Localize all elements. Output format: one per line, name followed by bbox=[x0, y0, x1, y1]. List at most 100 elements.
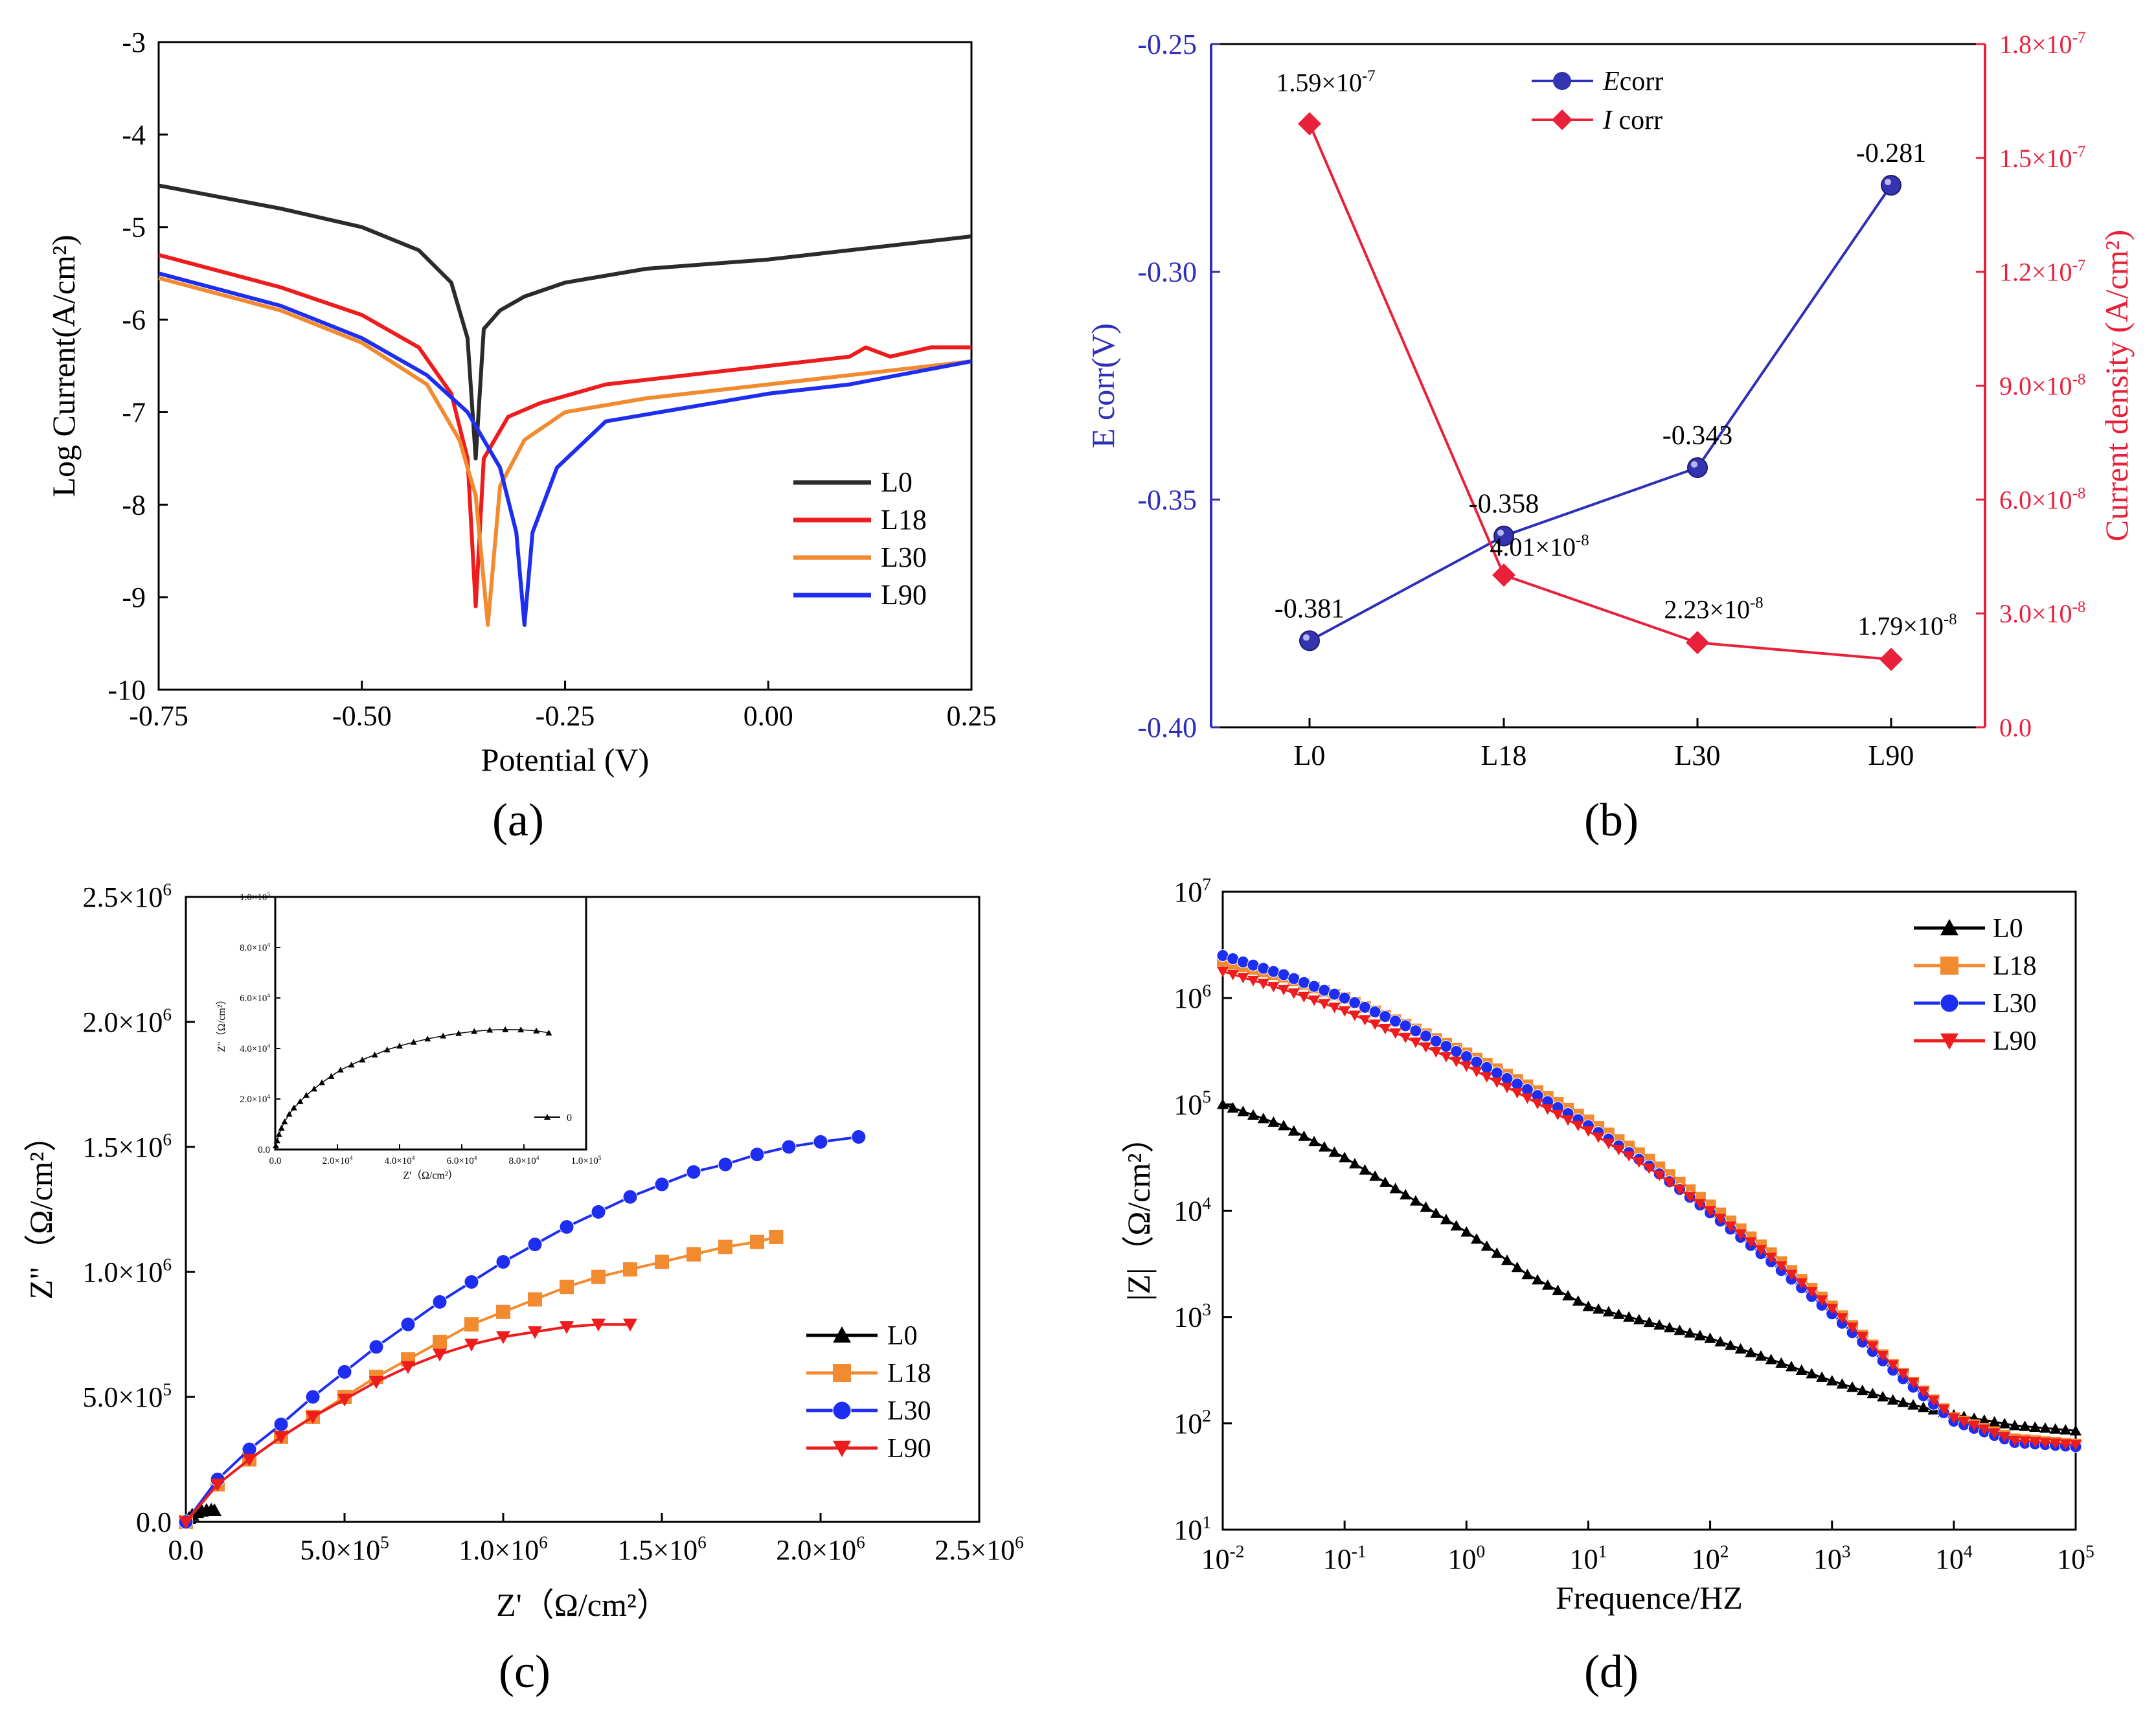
icorr-data-label: 1.59×10-7 bbox=[1276, 67, 1375, 97]
x-tick-label: L0 bbox=[1294, 740, 1326, 771]
legend-label-L18: L18 bbox=[881, 504, 927, 536]
data-point-L30 bbox=[495, 1254, 511, 1270]
inset-x-axis-label: Z'（Ω/cm²） bbox=[403, 1170, 458, 1181]
data-point-L90 bbox=[306, 1411, 320, 1424]
data-point-L90 bbox=[1826, 1304, 1838, 1315]
legend-label-L90: L90 bbox=[881, 579, 927, 611]
inset-data-point bbox=[278, 1124, 285, 1131]
chart-b-ecorr-icorr: L0 L18 L30 L90 -0.25 -0.30 -0.35 -0.40 1.8×10-7 1… bbox=[1085, 28, 2135, 771]
data-point-L0 bbox=[1978, 1414, 1990, 1425]
data-point-L0 bbox=[1318, 1141, 1330, 1152]
ecorr-point bbox=[1687, 457, 1708, 479]
series-line-L30 bbox=[158, 276, 972, 627]
x-axis-label: Potential (V) bbox=[481, 742, 650, 778]
data-point-L0 bbox=[2029, 1421, 2041, 1433]
legend-label-L18: L18 bbox=[1993, 951, 2037, 981]
legend-label-L18: L18 bbox=[887, 1359, 931, 1388]
data-point-L0 bbox=[1348, 1157, 1361, 1169]
data-point-L0 bbox=[1674, 1324, 1686, 1335]
y-tick-label: -0.25 bbox=[1137, 28, 1197, 60]
data-point-L90 bbox=[242, 1453, 256, 1467]
data-point-L90 bbox=[1927, 1396, 1940, 1407]
icorr-point bbox=[1686, 631, 1709, 655]
data-point-L30 bbox=[686, 1164, 701, 1180]
data-point-L30 bbox=[1460, 1050, 1473, 1063]
y2-tick-label: 1.8×10-7 bbox=[1999, 29, 2085, 59]
data-point-L30 bbox=[1359, 1001, 1371, 1014]
data-point-L90 bbox=[1714, 1214, 1727, 1225]
y2-tick-label: 1.2×10-7 bbox=[1999, 257, 2085, 287]
data-point-L90 bbox=[560, 1321, 574, 1334]
data-point-L0 bbox=[1684, 1327, 1696, 1338]
legend-marker-L90 bbox=[1940, 1033, 1958, 1050]
inset-data-point bbox=[486, 1026, 494, 1033]
data-point-L90 bbox=[1897, 1369, 1909, 1380]
data-point-L30 bbox=[851, 1129, 867, 1145]
data-point-L0 bbox=[1278, 1120, 1290, 1131]
ecorr-point bbox=[1881, 175, 1901, 196]
legend-label-L30: L30 bbox=[1993, 989, 2037, 1019]
data-point-L18 bbox=[591, 1269, 606, 1284]
data-point-L0 bbox=[1846, 1381, 1859, 1392]
inset-data-point bbox=[383, 1046, 391, 1052]
x-tick-label: 105 bbox=[2057, 1541, 2094, 1575]
data-point-L90 bbox=[2019, 1436, 2031, 1447]
data-point-L30 bbox=[591, 1204, 606, 1219]
data-point-L90 bbox=[401, 1361, 415, 1374]
data-point-L18 bbox=[687, 1247, 701, 1262]
data-point-L90 bbox=[2070, 1440, 2082, 1451]
panel-label-a: (a) bbox=[492, 794, 544, 846]
data-point-L0 bbox=[1217, 1098, 1229, 1109]
x-tick-label: L90 bbox=[1868, 740, 1914, 771]
inset-data-point bbox=[410, 1039, 417, 1045]
data-point-L0 bbox=[1593, 1303, 1605, 1314]
data-point-L90 bbox=[1593, 1132, 1605, 1143]
y-tick-label: -5 bbox=[122, 212, 146, 244]
x-tick-label: 100 bbox=[1447, 1541, 1485, 1575]
data-point-L0 bbox=[1897, 1396, 1909, 1407]
data-point-L30 bbox=[1348, 996, 1361, 1009]
ecorr-point-highlight bbox=[1497, 529, 1504, 536]
x-tick-label: -0.25 bbox=[536, 700, 595, 732]
data-point-L90 bbox=[1988, 1428, 2001, 1439]
data-point-L0 bbox=[1339, 1151, 1351, 1162]
inset-data-point bbox=[455, 1030, 462, 1036]
inset-data-point bbox=[440, 1032, 447, 1039]
inset-data-point bbox=[371, 1051, 378, 1058]
icorr-point bbox=[1492, 563, 1515, 587]
data-point-L0 bbox=[1501, 1254, 1513, 1265]
ecorr-point bbox=[1299, 630, 1320, 651]
legend-label-L30: L30 bbox=[881, 541, 927, 573]
data-point-L90 bbox=[2060, 1439, 2072, 1450]
data-point-L90 bbox=[1806, 1287, 1818, 1298]
data-point-L90 bbox=[1907, 1377, 1920, 1388]
data-point-L0 bbox=[1806, 1368, 1818, 1379]
data-point-L30 bbox=[559, 1219, 574, 1235]
legend-label-L0: L0 bbox=[881, 466, 913, 498]
data-point-L0 bbox=[1643, 1316, 1655, 1328]
data-point-L0 bbox=[1602, 1306, 1615, 1317]
data-point-L90 bbox=[1684, 1192, 1696, 1203]
data-point-L30 bbox=[527, 1237, 543, 1252]
inset-data-point bbox=[273, 1137, 280, 1144]
legend-marker-L0 bbox=[1940, 919, 1958, 936]
data-point-L90 bbox=[1613, 1144, 1625, 1156]
inset-data-point bbox=[396, 1043, 403, 1049]
icorr-point bbox=[1879, 648, 1903, 672]
data-point-L90 bbox=[1643, 1163, 1655, 1174]
inset-x-tick-label: 6.0×104 bbox=[447, 1155, 477, 1166]
data-point-L18 bbox=[623, 1262, 637, 1277]
data-point-L0 bbox=[1786, 1361, 1797, 1372]
inset-x-tick-label: 2.0×104 bbox=[323, 1155, 353, 1166]
data-point-L0 bbox=[1826, 1375, 1838, 1386]
data-point-L90 bbox=[2029, 1437, 2041, 1448]
data-point-L0 bbox=[1562, 1289, 1574, 1301]
y-tick-label: 106 bbox=[1174, 981, 1211, 1015]
y2-tick-label: 3.0×10-8 bbox=[1999, 598, 2085, 628]
x-tick-label: 0.0 bbox=[168, 1534, 204, 1566]
chart-a-potentiodynamic: -0.75 -0.50 -0.25 0.00 0.25 -3 -4 -5 -6 -7 -8 -9 -10… bbox=[45, 27, 997, 778]
inset-data-point bbox=[424, 1036, 431, 1042]
x-tick-label: -0.50 bbox=[332, 700, 392, 732]
data-point-L90 bbox=[1775, 1261, 1787, 1272]
